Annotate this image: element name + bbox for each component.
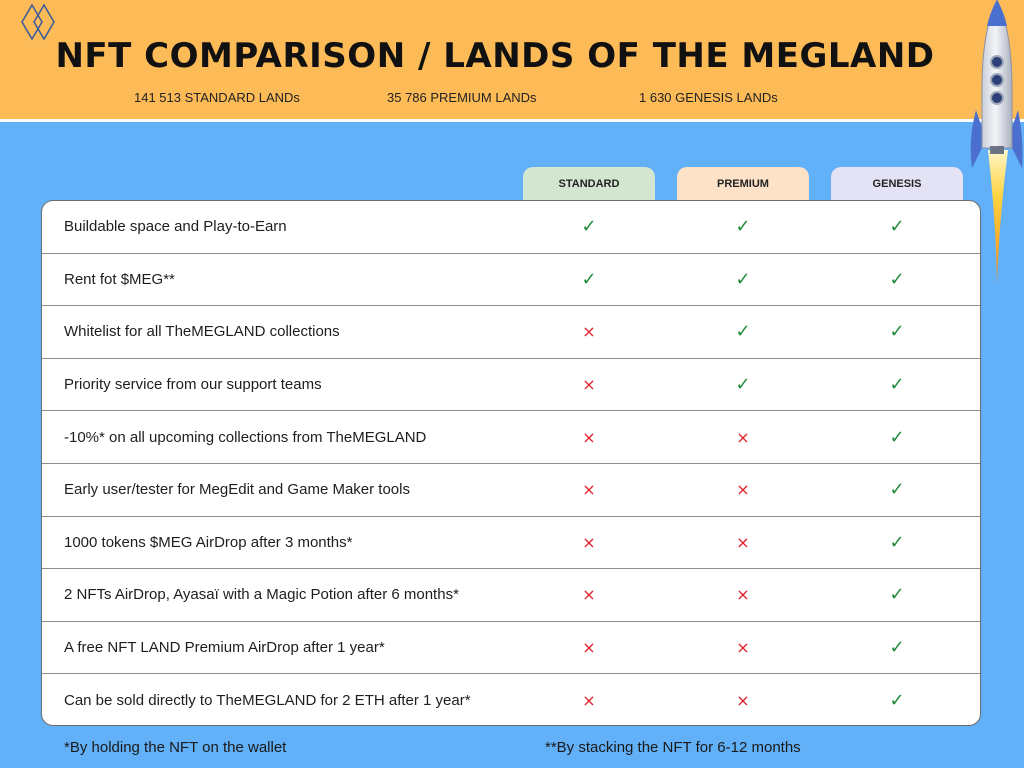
check-icon-standard: ✓ bbox=[581, 216, 597, 238]
cross-icon-standard: × bbox=[582, 532, 596, 552]
cross-icon-premium: × bbox=[736, 427, 750, 447]
feature-label: 1000 tokens $MEG AirDrop after 3 months* bbox=[64, 533, 353, 551]
comparison-table: Buildable space and Play-to-Earn ✓ ✓ ✓ Rent … bbox=[41, 200, 981, 726]
footnote-stacking: **By stacking the NFT for 6-12 months bbox=[545, 739, 801, 756]
check-icon-genesis: ✓ bbox=[889, 426, 905, 448]
table-row: A free NFT LAND Premium AirDrop after 1 … bbox=[42, 622, 980, 675]
check-icon-premium: ✓ bbox=[735, 374, 751, 396]
cross-icon-premium: × bbox=[736, 638, 750, 658]
check-icon-genesis: ✓ bbox=[889, 584, 905, 606]
feature-label: -10%* on all upcoming collections from T… bbox=[64, 428, 427, 446]
page-title: NFT COMPARISON / LANDS OF THE MEGLAND bbox=[55, 36, 935, 76]
cross-icon-standard: × bbox=[582, 585, 596, 605]
check-icon-premium: ✓ bbox=[735, 268, 751, 290]
feature-label: Buildable space and Play-to-Earn bbox=[64, 218, 287, 236]
cross-icon-premium: × bbox=[736, 585, 750, 605]
table-row: 2 NFTs AirDrop, Ayasaï with a Magic Poti… bbox=[42, 569, 980, 622]
check-icon-genesis: ✓ bbox=[889, 531, 905, 553]
table-row: Early user/tester for MegEdit and Game M… bbox=[42, 464, 980, 517]
table-row: Can be sold directly to TheMEGLAND for 2… bbox=[42, 674, 980, 725]
column-header-standard: STANDARD bbox=[523, 167, 655, 201]
footnote-holding: *By holding the NFT on the wallet bbox=[64, 739, 287, 756]
cross-icon-standard: × bbox=[582, 427, 596, 447]
genesis-land-count: 1 630 GENESIS LANDs bbox=[639, 90, 778, 105]
check-icon-premium: ✓ bbox=[735, 216, 751, 238]
header: NFT COMPARISON / LANDS OF THE MEGLAND 14… bbox=[0, 0, 1024, 122]
feature-label: A free NFT LAND Premium AirDrop after 1 … bbox=[64, 639, 385, 657]
check-icon-genesis: ✓ bbox=[889, 216, 905, 238]
feature-label: Priority service from our support teams bbox=[64, 376, 322, 394]
table-row: Whitelist for all TheMEGLAND collections… bbox=[42, 306, 980, 359]
check-icon-genesis: ✓ bbox=[889, 479, 905, 501]
cross-icon-standard: × bbox=[582, 638, 596, 658]
check-icon-genesis: ✓ bbox=[889, 268, 905, 290]
feature-label: 2 NFTs AirDrop, Ayasaï with a Magic Poti… bbox=[64, 586, 459, 604]
cross-icon-premium: × bbox=[736, 532, 750, 552]
double-diamond-icon bbox=[21, 3, 55, 41]
cross-icon-premium: × bbox=[736, 480, 750, 500]
cross-icon-premium: × bbox=[736, 691, 750, 711]
premium-land-count: 35 786 PREMIUM LANDs bbox=[387, 90, 537, 105]
feature-label: Rent fot $MEG** bbox=[64, 270, 175, 288]
check-icon-standard: ✓ bbox=[581, 268, 597, 290]
cross-icon-standard: × bbox=[582, 375, 596, 395]
cross-icon-standard: × bbox=[582, 322, 596, 342]
table-row: -10%* on all upcoming collections from T… bbox=[42, 411, 980, 464]
table-row: Rent fot $MEG** ✓ ✓ ✓ bbox=[42, 254, 980, 307]
table-row: Priority service from our support teams ×… bbox=[42, 359, 980, 412]
standard-land-count: 141 513 STANDARD LANDs bbox=[134, 90, 300, 105]
column-header-premium: PREMIUM bbox=[677, 167, 809, 201]
table-row: 1000 tokens $MEG AirDrop after 3 months*… bbox=[42, 517, 980, 570]
check-icon-genesis: ✓ bbox=[889, 690, 905, 712]
feature-label: Can be sold directly to TheMEGLAND for 2… bbox=[64, 692, 471, 710]
check-icon-premium: ✓ bbox=[735, 321, 751, 343]
feature-label: Whitelist for all TheMEGLAND collections bbox=[64, 323, 340, 341]
check-icon-genesis: ✓ bbox=[889, 321, 905, 343]
feature-label: Early user/tester for MegEdit and Game M… bbox=[64, 481, 410, 499]
check-icon-genesis: ✓ bbox=[889, 374, 905, 396]
cross-icon-standard: × bbox=[582, 480, 596, 500]
check-icon-genesis: ✓ bbox=[889, 637, 905, 659]
table-row: Buildable space and Play-to-Earn ✓ ✓ ✓ bbox=[42, 201, 980, 254]
cross-icon-standard: × bbox=[582, 691, 596, 711]
rocket-icon bbox=[970, 0, 1023, 285]
column-header-genesis: GENESIS bbox=[831, 167, 963, 201]
